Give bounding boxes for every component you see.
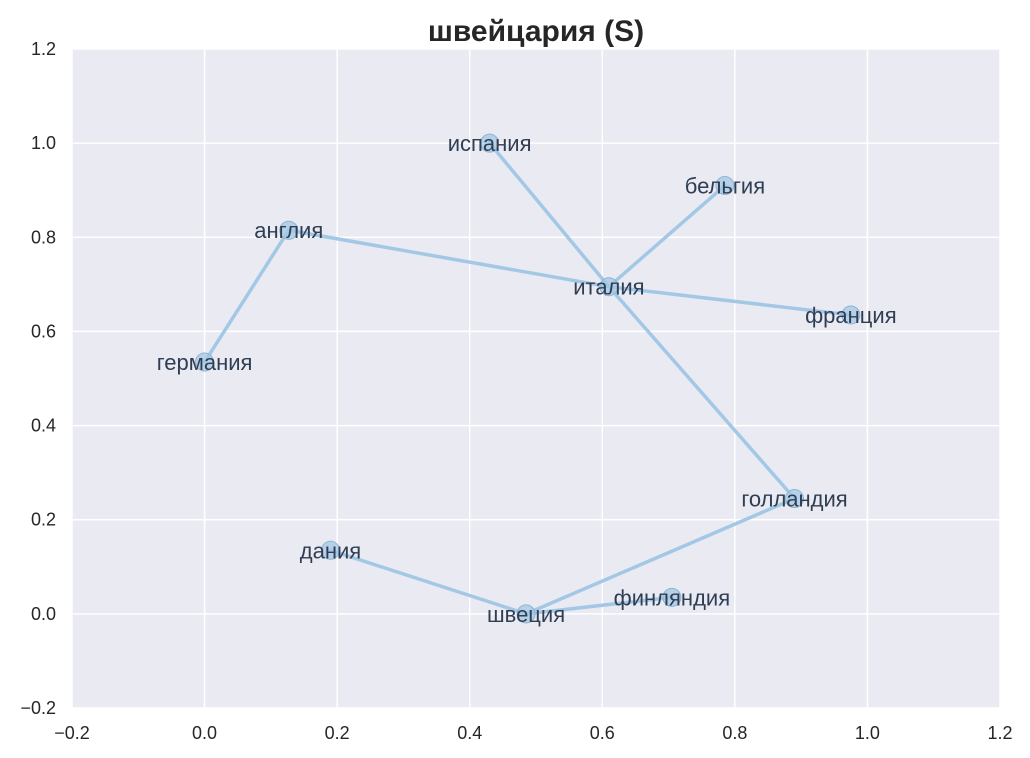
- node-point: [195, 352, 215, 372]
- node-label: франция: [805, 303, 897, 328]
- x-tick-label: 1.0: [855, 723, 880, 743]
- graph-edge: [607, 183, 727, 289]
- y-tick-label: 0.0: [31, 604, 56, 624]
- x-tick-label: 0.2: [325, 723, 350, 743]
- graph-edge: [287, 228, 611, 289]
- x-tick-label: 1.2: [987, 723, 1012, 743]
- edge-layer: [202, 141, 853, 616]
- node-point: [279, 220, 299, 240]
- graph-edge: [487, 141, 611, 289]
- node-label: голландия: [741, 487, 847, 512]
- plot-area: [72, 49, 1000, 708]
- node-label: дания: [300, 538, 361, 563]
- node-point: [516, 604, 536, 624]
- graph-edge: [524, 595, 674, 616]
- x-tick-label: 0.4: [457, 723, 482, 743]
- node-point: [715, 176, 735, 196]
- y-tick-label: −0.2: [20, 698, 56, 718]
- y-tick-label: 1.0: [31, 133, 56, 153]
- node-point: [841, 305, 861, 325]
- graph-edge: [328, 548, 528, 616]
- node-label: испания: [448, 131, 532, 156]
- node-point: [599, 277, 619, 297]
- graph-edge: [524, 496, 797, 616]
- y-tick-label: 0.4: [31, 416, 56, 436]
- node-layer: [195, 133, 861, 624]
- graph-edge: [607, 284, 797, 501]
- node-point: [321, 540, 341, 560]
- x-axis-ticks: −0.2 0.0 0.2 0.4 0.6 0.8 1.0 1.2: [54, 723, 1012, 743]
- node-label: финляндия: [614, 585, 730, 610]
- y-tick-label: 0.8: [31, 227, 56, 247]
- chart-title: швейцария (S): [428, 15, 644, 48]
- graph-edge: [202, 228, 291, 364]
- node-label: германия: [157, 350, 253, 375]
- y-tick-label: 0.6: [31, 321, 56, 341]
- node-point: [785, 489, 805, 509]
- graph-edge: [607, 284, 853, 317]
- node-label: италия: [573, 275, 644, 300]
- x-tick-label: 0.8: [722, 723, 747, 743]
- x-tick-label: 0.6: [590, 723, 615, 743]
- node-point: [480, 133, 500, 153]
- x-tick-label: −0.2: [54, 723, 90, 743]
- y-axis-ticks: −0.2 0.0 0.2 0.4 0.6 0.8 1.0 1.2: [20, 39, 56, 718]
- y-tick-label: 0.2: [31, 510, 56, 530]
- y-tick-label: 1.2: [31, 39, 56, 59]
- node-label: бельгия: [685, 174, 765, 199]
- node-label-layer: испания бельгия англия италия франция германи…: [157, 131, 897, 627]
- node-label: швеция: [487, 602, 565, 627]
- node-label: англия: [254, 218, 323, 243]
- x-tick-label: 0.0: [192, 723, 217, 743]
- node-point: [662, 587, 682, 607]
